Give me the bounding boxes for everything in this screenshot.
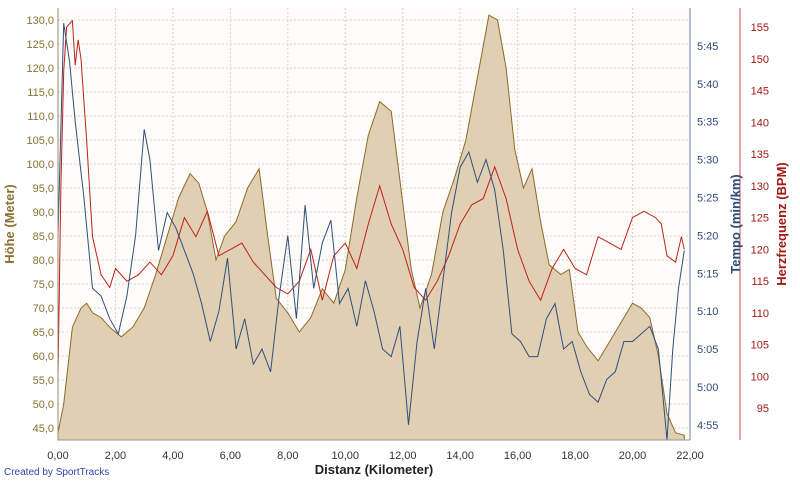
x-tick-label: 22,00	[676, 450, 704, 462]
credit-text: Created by SportTracks	[4, 467, 109, 478]
altitude-tick-label: 120,0	[26, 63, 54, 75]
heart-rate-line	[57, 19, 685, 377]
altitude-tick-label: 125,0	[26, 39, 54, 51]
heart-rate-tick-label: 110	[751, 308, 769, 320]
x-axis-title: Distanz (Kilometer)	[315, 462, 433, 477]
altitude-tick-label: 65,0	[33, 327, 54, 339]
altitude-tick-label: 60,0	[33, 351, 54, 363]
heart-rate-tick-label: 95	[757, 403, 769, 415]
altitude-tick-label: 85,0	[33, 231, 54, 243]
tempo-tick-label: 5:25	[697, 192, 718, 204]
x-tick-label: 8,00	[277, 450, 298, 462]
altitude-tick-label: 130,0	[26, 15, 54, 27]
heart-rate-layer	[57, 19, 685, 377]
tempo-tick-label: 5:35	[697, 117, 718, 129]
x-tick-label: 16,00	[504, 450, 532, 462]
heart-rate-tick-label: 130	[751, 181, 769, 193]
tick-labels: 0,00 2,00 4,00 6,00 8,00 10,00 12,00 14,00 16,00…	[26, 15, 769, 462]
heart-rate-tick-label: 145	[751, 86, 769, 98]
heart-rate-tick-label: 105	[751, 340, 769, 352]
heart-rate-tick-label: 100	[751, 371, 769, 383]
x-tick-label: 12,00	[389, 450, 417, 462]
altitude-tick-label: 100,0	[26, 159, 54, 171]
x-tick-label: 10,00	[332, 450, 360, 462]
altitude-tick-label: 105,0	[26, 135, 54, 147]
x-tick-label: 6,00	[220, 450, 241, 462]
tempo-tick-label: 5:10	[697, 306, 718, 318]
altitude-tick-label: 115,0	[27, 87, 54, 99]
altitude-area	[57, 14, 685, 441]
heart-rate-tick-label: 125	[751, 213, 769, 225]
tempo-tick-label: 5:00	[697, 382, 718, 394]
altitude-tick-label: 55,0	[33, 375, 54, 387]
x-tick-label: 4,00	[162, 450, 183, 462]
tempo-line	[57, 23, 685, 441]
x-tick-label: 0,00	[47, 450, 68, 462]
heart-rate-tick-label: 140	[751, 117, 769, 129]
heart-rate-tick-label: 115	[751, 276, 769, 288]
x-tick-label: 14,00	[446, 450, 474, 462]
altitude-tick-label: 75,0	[33, 279, 54, 291]
tempo-tick-label: 5:30	[697, 155, 718, 167]
tempo-tick-label: 5:20	[697, 230, 718, 242]
heart-rate-tick-label: 155	[751, 22, 769, 34]
tempo-tick-label: 5:05	[697, 344, 718, 356]
heart-rate-tick-label: 150	[751, 54, 769, 66]
altitude-tick-label: 70,0	[33, 303, 54, 315]
tempo-tick-label: 5:45	[697, 41, 718, 53]
heart-rate-tick-label: 120	[751, 244, 769, 256]
heart-rate-tick-label: 135	[751, 149, 769, 161]
altitude-tick-label: 95,0	[33, 183, 54, 195]
altitude-axis-title: Höhe (Meter)	[2, 184, 17, 263]
tempo-tick-label: 5:15	[697, 268, 718, 280]
tempo-layer	[57, 23, 685, 441]
altitude-tick-label: 90,0	[33, 207, 54, 219]
heart-rate-axis-title: Herzfrequenz (BPM)	[774, 162, 789, 286]
x-tick-label: 2,00	[105, 450, 126, 462]
axes-layer	[57, 8, 741, 441]
x-tick-label: 18,00	[561, 450, 589, 462]
altitude-tick-label: 110,0	[27, 111, 54, 123]
tempo-axis-title: Tempo (min/km)	[728, 174, 743, 273]
altitude-tick-label: 50,0	[33, 399, 54, 411]
x-tick-label: 20,00	[619, 450, 647, 462]
altitude-tick-label: 80,0	[33, 255, 54, 267]
altitude-tick-label: 45,0	[33, 423, 54, 435]
tempo-tick-label: 4:55	[697, 420, 718, 432]
altitude-layer	[57, 14, 685, 441]
tempo-tick-label: 5:40	[697, 79, 718, 91]
